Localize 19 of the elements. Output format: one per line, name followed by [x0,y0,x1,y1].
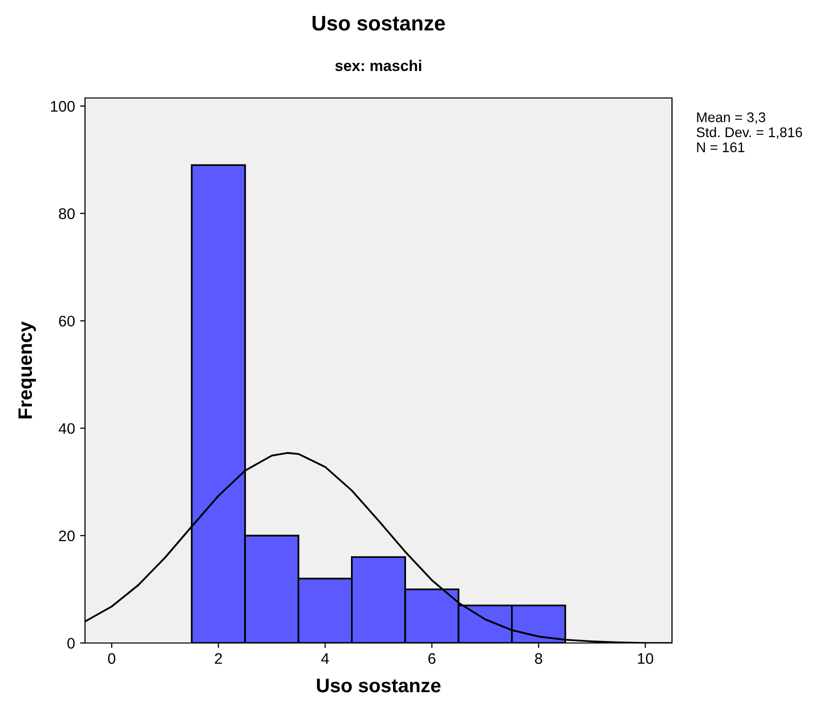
x-tick-label: 4 [321,653,329,664]
text: Mean = 3,3 [697,112,766,124]
y-tick-label: 80 [58,208,75,220]
text: Std. Dev. = 1,816 [696,127,802,139]
x-tick-label: 0 [108,653,116,664]
y-tick-label: 60 [59,316,75,327]
x-tick-label: 8 [535,653,542,664]
text: N = 161 [697,142,744,152]
x-tick-label: 10 [638,653,654,664]
chart-subtitle: sex: maschi [335,60,422,72]
y-tick-label: 100 [50,100,75,112]
x-tick-label: 2 [214,653,222,664]
y-axis-title: Frequency [18,321,36,418]
y-tick-label: 0 [67,638,75,649]
x-tick-label: 6 [428,653,436,664]
chart-title: Uso sostanze [312,16,445,31]
x-axis-title: Uso sostanze [317,678,441,692]
y-tick-label: 20 [59,530,75,542]
y-tick-label: 40 [58,423,75,434]
